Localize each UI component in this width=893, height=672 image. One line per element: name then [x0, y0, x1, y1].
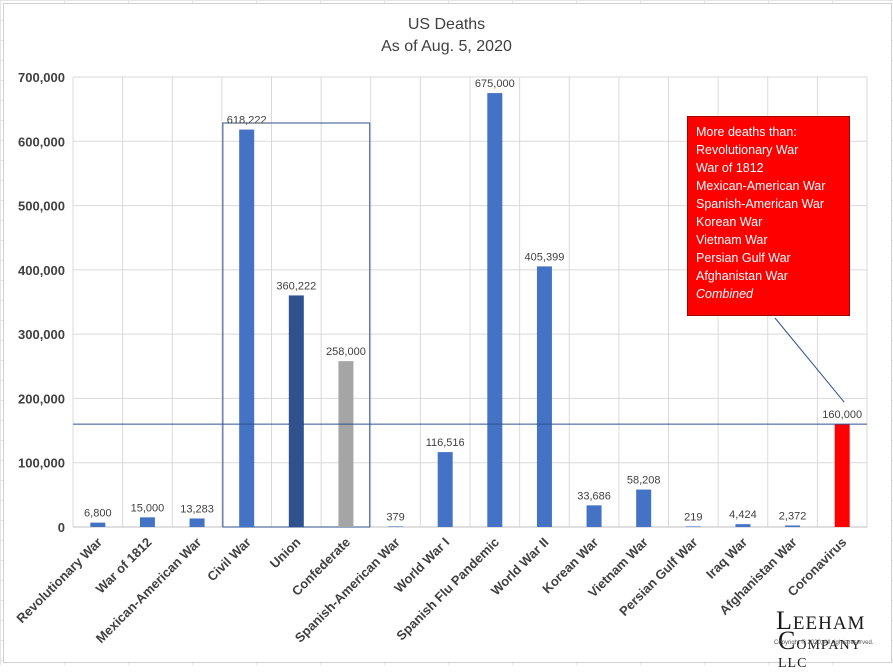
data-label: 13,283	[180, 503, 214, 515]
callout-line: Persian Gulf War	[696, 251, 791, 265]
category-label: Spanish Flu Pandemic	[393, 535, 502, 644]
y-tick-label: 0	[58, 520, 65, 535]
data-label: 6,800	[84, 508, 112, 520]
logo-copyright: Copyright © 2020, All rights reserved.	[774, 640, 874, 646]
data-label: 15,000	[131, 502, 165, 514]
leeham-logo: LEEHAM COMPANY LLC Copyright © 2020, All…	[774, 606, 874, 671]
callout-line: War of 1812	[696, 161, 764, 175]
chart-title: US Deaths	[407, 16, 486, 33]
data-label: 33,686	[577, 490, 611, 502]
category-label: Iraq War	[703, 535, 750, 582]
callout-connector	[774, 317, 845, 403]
data-label: 405,399	[525, 251, 565, 263]
callout-line: Mexican-American War	[696, 179, 826, 193]
y-tick-label: 100,000	[18, 456, 65, 471]
callout-line: Revolutionary War	[696, 143, 799, 157]
category-label: Revolutionary War	[13, 535, 104, 626]
bar	[586, 505, 602, 527]
category-label: Civil War	[204, 535, 254, 585]
bar	[437, 452, 453, 527]
chart-subtitle: As of Aug. 5, 2020	[381, 38, 512, 55]
bar	[487, 93, 503, 528]
y-tick-label: 300,000	[18, 327, 65, 342]
data-label: 116,516	[426, 437, 465, 449]
category-label: Spanish-American War	[292, 535, 403, 646]
y-tick-label: 200,000	[18, 391, 65, 406]
category-label: Mexican-American War	[93, 535, 204, 646]
bar	[90, 522, 106, 527]
data-label: 219	[684, 511, 702, 523]
bar	[288, 295, 304, 527]
callout-combined: Combined	[696, 287, 753, 301]
bar	[388, 526, 404, 527]
callout-line: More deaths than:	[696, 125, 797, 139]
bar	[735, 524, 751, 527]
y-tick-label: 700,000	[18, 70, 65, 85]
data-label: 379	[386, 511, 404, 523]
callout-line: Afghanistan War	[696, 269, 788, 283]
y-tick-label: 500,000	[18, 199, 65, 214]
data-label: 58,208	[627, 475, 661, 487]
annotation-callout[interactable]: More deaths than: Revolutionary War War …	[687, 116, 850, 316]
y-tick-label: 600,000	[18, 134, 65, 149]
data-label: 675,000	[475, 78, 515, 90]
bar	[338, 361, 354, 527]
bar	[239, 129, 255, 527]
chart-area[interactable]	[3, 3, 892, 663]
bar	[834, 424, 850, 527]
data-label: 160,000	[822, 409, 862, 421]
bar	[636, 489, 652, 527]
callout-line: Korean War	[696, 215, 763, 229]
bar	[785, 525, 801, 527]
category-label: Union	[267, 534, 304, 571]
data-label: 4,424	[729, 509, 757, 521]
bar	[139, 517, 155, 527]
callout-line: Vietnam War	[696, 233, 768, 247]
data-label: 618,222	[227, 115, 267, 127]
data-label: 2,372	[779, 510, 807, 522]
data-label: 360,222	[276, 280, 316, 292]
bar	[685, 526, 701, 527]
y-tick-label: 400,000	[18, 263, 65, 278]
bar	[536, 266, 552, 527]
data-label: 258,000	[326, 346, 366, 358]
bar	[189, 518, 205, 527]
callout-line: Spanish-American War	[696, 197, 825, 211]
